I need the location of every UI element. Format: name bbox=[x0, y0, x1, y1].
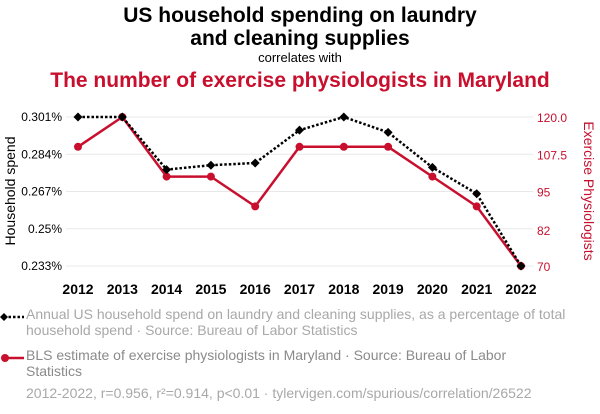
left-axis-title: Household spend bbox=[2, 137, 18, 246]
point-household-spend bbox=[427, 162, 437, 172]
legend-text-exercise-physiologists: BLS estimate of exercise physiologists i… bbox=[26, 347, 507, 379]
x-tick-label: 2014 bbox=[151, 281, 182, 297]
left-tick-label: 0.284% bbox=[21, 147, 62, 161]
right-tick-label: 70 bbox=[537, 260, 551, 274]
right-tick-label: 95 bbox=[537, 186, 551, 200]
point-exercise-physiologists bbox=[206, 172, 215, 181]
left-tick-label: 0.301% bbox=[21, 110, 62, 124]
right-axis-title: Exercise Physiologists bbox=[581, 121, 597, 260]
left-tick-label: 0.25% bbox=[28, 222, 62, 236]
point-household-spend bbox=[472, 189, 482, 199]
point-household-spend bbox=[383, 127, 393, 137]
x-tick-label: 2021 bbox=[461, 281, 492, 297]
right-tick-label: 82 bbox=[537, 224, 551, 238]
legend-swatch-dotted-diamond-icon bbox=[0, 313, 24, 321]
point-exercise-physiologists bbox=[251, 202, 260, 211]
point-household-spend bbox=[339, 112, 349, 122]
chart-title-line2: and cleaning supplies bbox=[190, 27, 410, 50]
right-tick-label: 120.0 bbox=[537, 111, 567, 125]
point-exercise-physiologists bbox=[428, 172, 437, 181]
left-tick-label: 0.233% bbox=[21, 259, 62, 273]
point-household-spend bbox=[250, 158, 260, 168]
point-household-spend bbox=[162, 165, 172, 175]
point-exercise-physiologists bbox=[295, 142, 304, 151]
point-household-spend bbox=[516, 261, 526, 271]
point-exercise-physiologists bbox=[384, 142, 393, 151]
x-tick-label: 2013 bbox=[107, 281, 138, 297]
x-tick-label: 2017 bbox=[284, 281, 315, 297]
chart-title-line1: US household spending on laundry bbox=[123, 4, 477, 27]
x-tick-label: 2015 bbox=[195, 281, 226, 297]
point-household-spend bbox=[206, 160, 216, 170]
x-tick-label: 2019 bbox=[373, 281, 404, 297]
chart-plot: 0.233% 0.25% 0.267% 0.284% 0.301% 70 82 95 107.5… bbox=[2, 110, 597, 297]
right-tick-label: 107.5 bbox=[537, 148, 567, 162]
left-tick-label: 0.267% bbox=[21, 185, 62, 199]
x-tick-label: 2016 bbox=[240, 281, 271, 297]
point-household-spend bbox=[117, 112, 127, 122]
point-household-spend bbox=[295, 125, 304, 135]
x-tick-label: 2022 bbox=[505, 281, 536, 297]
point-exercise-physiologists bbox=[74, 142, 82, 151]
legend-text-household-spend: Annual US household spend on laundry and… bbox=[26, 306, 566, 338]
point-exercise-physiologists bbox=[472, 202, 481, 211]
point-household-spend bbox=[73, 112, 83, 122]
point-exercise-physiologists bbox=[162, 172, 171, 181]
x-tick-label: 2012 bbox=[62, 281, 93, 297]
footer-stats: 2012-2022, r=0.956, r²=0.914, p<0.01 · t… bbox=[26, 385, 532, 401]
legend-swatch-line-circle-icon bbox=[1, 354, 24, 362]
chart-title-series2: The number of exercise physiologists in … bbox=[50, 69, 550, 92]
x-tick-label: 2018 bbox=[328, 281, 359, 297]
x-tick-label: 2020 bbox=[417, 281, 448, 297]
point-exercise-physiologists bbox=[339, 142, 348, 151]
chart-subtitle: correlates with bbox=[258, 50, 342, 65]
